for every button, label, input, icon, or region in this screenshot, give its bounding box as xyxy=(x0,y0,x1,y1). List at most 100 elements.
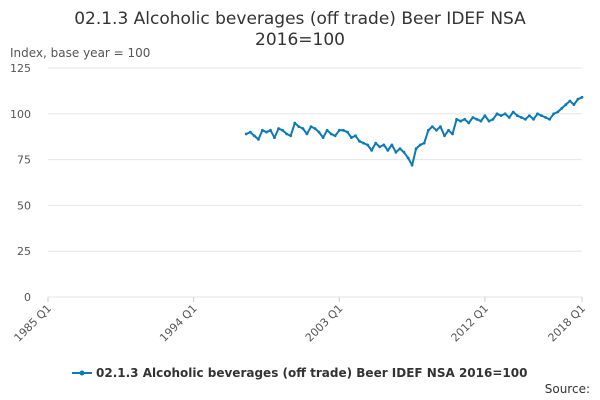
data-point[interactable] xyxy=(301,127,305,130)
data-point[interactable] xyxy=(410,163,414,167)
data-point[interactable] xyxy=(390,143,394,147)
data-point[interactable] xyxy=(346,130,349,134)
data-point[interactable] xyxy=(499,114,503,117)
data-point[interactable] xyxy=(337,128,341,132)
data-point[interactable] xyxy=(422,141,426,145)
data-point[interactable] xyxy=(580,95,584,99)
data-point[interactable] xyxy=(252,134,256,138)
data-point[interactable] xyxy=(321,136,325,140)
y-tick-label: 125 xyxy=(10,62,31,75)
data-point[interactable] xyxy=(293,121,297,125)
data-point[interactable] xyxy=(394,150,398,154)
data-point[interactable] xyxy=(273,136,276,140)
data-point[interactable] xyxy=(248,130,252,134)
data-point[interactable] xyxy=(366,143,369,147)
data-point[interactable] xyxy=(451,132,454,136)
data-point[interactable] xyxy=(406,156,410,160)
x-tick-label: 1994 Q1 xyxy=(157,302,200,345)
data-point[interactable] xyxy=(479,119,483,123)
chart-title-line1: 02.1.3 Alcoholic beverages (off trade) B… xyxy=(74,9,526,29)
x-tick-label: 2012 Q1 xyxy=(448,302,491,345)
data-point[interactable] xyxy=(524,117,527,121)
data-point[interactable] xyxy=(414,147,418,151)
data-point[interactable] xyxy=(548,117,551,121)
data-point[interactable] xyxy=(532,117,535,121)
data-point[interactable] xyxy=(515,114,519,117)
data-point[interactable] xyxy=(556,110,560,114)
data-point[interactable] xyxy=(455,117,458,121)
data-point[interactable] xyxy=(467,121,471,125)
y-tick-label: 75 xyxy=(17,154,31,167)
data-point[interactable] xyxy=(370,149,373,152)
data-point[interactable] xyxy=(540,114,543,117)
data-point[interactable] xyxy=(313,127,317,130)
data-point[interactable] xyxy=(572,103,576,106)
data-point[interactable] xyxy=(447,128,450,132)
data-point[interactable] xyxy=(568,99,572,103)
data-point[interactable] xyxy=(285,132,289,136)
data-point[interactable] xyxy=(576,97,580,101)
data-point[interactable] xyxy=(277,127,280,130)
data-point[interactable] xyxy=(269,128,272,132)
data-point[interactable] xyxy=(495,112,499,116)
data-point[interactable] xyxy=(261,128,264,132)
data-point[interactable] xyxy=(398,147,402,151)
data-point[interactable] xyxy=(528,114,531,117)
y-tick-label: 50 xyxy=(17,199,31,212)
data-point[interactable] xyxy=(354,134,357,138)
data-point[interactable] xyxy=(519,116,523,119)
data-point[interactable] xyxy=(325,128,329,132)
data-point[interactable] xyxy=(341,128,345,132)
data-point[interactable] xyxy=(418,143,422,147)
data-point[interactable] xyxy=(552,112,556,116)
data-point[interactable] xyxy=(265,130,268,134)
data-point[interactable] xyxy=(350,136,353,140)
data-point[interactable] xyxy=(244,132,248,136)
data-point[interactable] xyxy=(362,141,365,145)
data-point[interactable] xyxy=(374,141,378,145)
data-point[interactable] xyxy=(439,125,442,128)
legend[interactable]: 02.1.3 Alcoholic beverages (off trade) B… xyxy=(72,366,527,380)
data-point[interactable] xyxy=(305,132,309,136)
data-point[interactable] xyxy=(503,112,507,116)
data-point[interactable] xyxy=(487,119,491,123)
y-tick-labels: 0 25 50 75 100 125 xyxy=(10,62,31,304)
data-point[interactable] xyxy=(281,128,284,132)
data-point[interactable] xyxy=(402,150,406,154)
data-point[interactable] xyxy=(491,117,495,121)
y-tick-label: 0 xyxy=(24,291,31,304)
data-point[interactable] xyxy=(544,116,547,119)
data-point[interactable] xyxy=(257,138,260,141)
legend-dot-marker xyxy=(79,370,85,376)
data-point[interactable] xyxy=(329,132,333,136)
data-point[interactable] xyxy=(297,125,301,128)
data-point[interactable] xyxy=(309,125,313,128)
y-tick-label: 100 xyxy=(10,108,31,121)
data-point[interactable] xyxy=(435,128,438,132)
series-group xyxy=(244,95,584,167)
data-point[interactable] xyxy=(426,128,430,132)
data-point[interactable] xyxy=(378,145,382,149)
data-point[interactable] xyxy=(483,114,487,117)
grid-lines xyxy=(47,67,583,302)
x-tick-label: 1985 Q1 xyxy=(12,302,55,345)
data-point[interactable] xyxy=(475,117,479,121)
data-point[interactable] xyxy=(564,103,568,106)
chart-title-line2: 2016=100 xyxy=(255,30,345,50)
data-point[interactable] xyxy=(459,119,462,123)
data-point[interactable] xyxy=(430,125,434,128)
data-point[interactable] xyxy=(536,112,539,116)
data-point[interactable] xyxy=(443,134,446,138)
data-point[interactable] xyxy=(333,134,337,138)
data-point[interactable] xyxy=(507,116,511,119)
data-point[interactable] xyxy=(289,134,293,138)
data-point[interactable] xyxy=(382,143,386,147)
data-point[interactable] xyxy=(471,116,475,119)
data-point[interactable] xyxy=(511,110,515,114)
data-point[interactable] xyxy=(317,130,321,134)
data-point[interactable] xyxy=(358,139,361,143)
data-point[interactable] xyxy=(560,106,564,110)
data-point[interactable] xyxy=(463,117,467,121)
data-point[interactable] xyxy=(386,149,390,152)
